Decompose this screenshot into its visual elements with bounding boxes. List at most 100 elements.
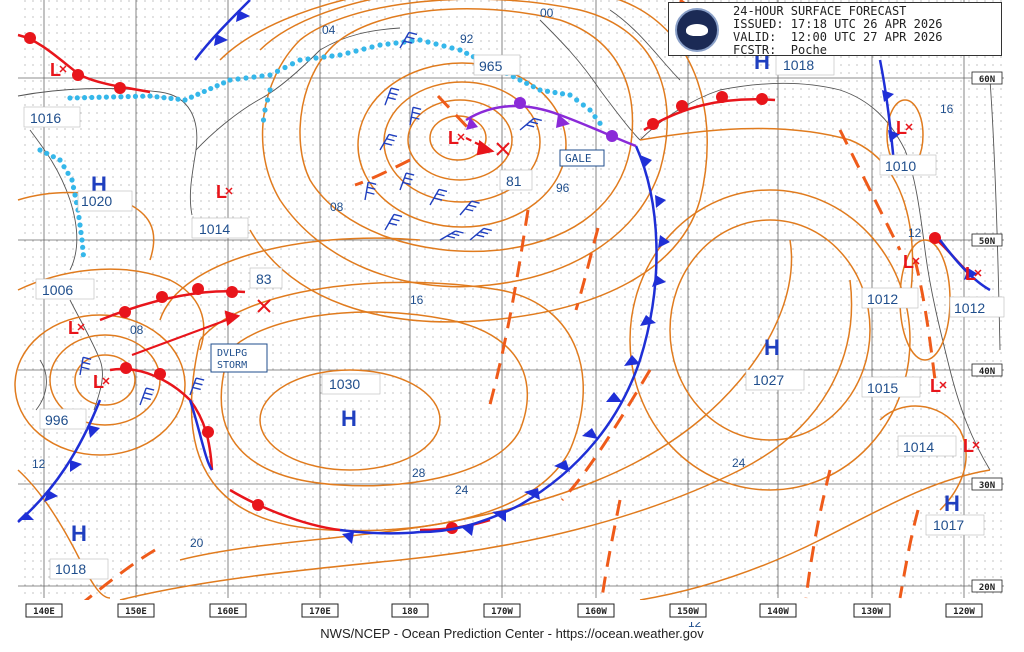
svg-text:04: 04	[322, 23, 336, 37]
high-pressure-value: 1018	[783, 57, 814, 73]
svg-text:L: L	[896, 118, 907, 138]
longitude-box	[391, 603, 429, 618]
footer-credit: NWS/NCEP - Ocean Prediction Center - htt…	[320, 626, 704, 641]
svg-text:24: 24	[455, 483, 469, 497]
longitude-box	[117, 603, 155, 618]
svg-text:00: 00	[540, 6, 554, 20]
cold-fronts	[17, 0, 991, 535]
svg-text:24: 24	[732, 456, 746, 470]
low-centers	[59, 65, 982, 449]
longitude-label: 160W	[585, 607, 607, 617]
pressure-boxes	[23, 54, 1005, 580]
svg-text:L: L	[50, 60, 61, 80]
cold-front-barbs	[18, 10, 978, 544]
latitude-box	[971, 71, 1003, 85]
future-positions	[257, 142, 510, 313]
high-pressure-value: 1017	[933, 517, 964, 533]
svg-text:L: L	[448, 128, 459, 148]
longitude-label: 150E	[125, 607, 147, 617]
high-pressure-value: 1027	[753, 372, 784, 388]
svg-text:16: 16	[940, 102, 954, 116]
warning-box	[210, 343, 268, 373]
svg-text:L: L	[216, 182, 227, 202]
low-pressure-value: 965	[479, 58, 503, 74]
header-title: 24-HOUR SURFACE FORECAST	[733, 4, 907, 18]
header-text: 24-HOUR SURFACE FORECAST ISSUED: 17:18 U…	[733, 5, 943, 57]
longitude-label: 120W	[953, 607, 975, 617]
longitude-box	[759, 603, 797, 618]
longitude-box	[577, 603, 615, 618]
storm-warning: DVLPG STORM	[217, 348, 247, 371]
svg-text:92: 92	[460, 32, 474, 46]
low-pressure-value: 1006	[42, 282, 73, 298]
coastlines	[17, 9, 1001, 471]
longitude-label: 160E	[217, 607, 239, 617]
occluded-front-symbols	[466, 97, 618, 142]
high-pressure-value: 1018	[55, 561, 86, 577]
forecast-header: 24-HOUR SURFACE FORECAST ISSUED: 17:18 U…	[668, 2, 1002, 57]
longitude-box	[483, 603, 521, 618]
longitude-label: 180	[402, 607, 418, 617]
low-pressure-value: 1016	[30, 110, 61, 126]
latitude-label: 20N	[979, 583, 995, 593]
gale-warning: GALE	[565, 152, 592, 165]
longitude-box	[209, 603, 247, 618]
low-pressure-value: 1014	[199, 221, 230, 237]
noaa-logo-icon	[675, 8, 719, 52]
high-symbol: H	[764, 335, 780, 360]
grid-dots	[18, 0, 1004, 598]
svg-text:L: L	[965, 264, 976, 284]
future-pressure-value: 81	[506, 173, 522, 189]
high-pressure-value: 1030	[329, 376, 360, 392]
storm-tracks	[131, 137, 495, 357]
latitude-box	[971, 579, 1003, 593]
longitude-box	[945, 603, 983, 618]
warm-front-bumps	[24, 32, 941, 534]
latitude-box	[971, 233, 1003, 247]
low-pressure-value: 996	[45, 412, 69, 428]
svg-text:12: 12	[32, 457, 46, 471]
high-symbol: H	[944, 491, 960, 516]
longitude-label: 170E	[309, 607, 331, 617]
svg-text:L: L	[903, 252, 914, 272]
svg-text:28: 28	[412, 466, 426, 480]
longitude-box	[853, 603, 891, 618]
low-pressure-value: 1015	[867, 380, 898, 396]
high-symbol: H	[71, 521, 87, 546]
header-issued: ISSUED: 17:18 UTC 26 APR 2026	[733, 17, 943, 31]
wind-barbs	[79, 31, 542, 406]
latitude-box	[971, 363, 1003, 377]
longitude-label: 170W	[491, 607, 513, 617]
low-symbols: L L L L L L L L L L	[50, 60, 976, 456]
ice-edge	[37, 37, 603, 258]
low-pressure-value: 1012	[867, 291, 898, 307]
latitude-label: 40N	[979, 367, 995, 377]
svg-text:L: L	[963, 436, 974, 456]
svg-text:08: 08	[130, 323, 144, 337]
longitude-label: 130W	[861, 607, 883, 617]
svg-text:08: 08	[330, 200, 344, 214]
latitude-label: 50N	[979, 237, 995, 247]
longitude-box	[669, 603, 707, 618]
future-pressure-value: 83	[256, 271, 272, 287]
header-valid: VALID: 12:00 UTC 27 APR 2026	[733, 30, 943, 44]
longitude-box	[301, 603, 339, 618]
high-pressure-value: 1020	[81, 193, 112, 209]
svg-text:L: L	[930, 376, 941, 396]
svg-text:L: L	[68, 318, 79, 338]
low-pressure-value: 1010	[885, 158, 916, 174]
isobars	[14, 0, 991, 601]
svg-text:L: L	[93, 372, 104, 392]
svg-text:96: 96	[556, 181, 570, 195]
low-pressure-value: 1014	[903, 439, 934, 455]
svg-text:16: 16	[410, 293, 424, 307]
svg-text:12: 12	[908, 226, 922, 240]
troughs	[79, 0, 937, 607]
latitude-label: 30N	[979, 481, 995, 491]
longitude-label: 140E	[33, 607, 55, 617]
longitude-label: 140W	[767, 607, 789, 617]
longitude-label: 150W	[677, 607, 699, 617]
latitude-box	[971, 477, 1003, 491]
high-symbol: H	[341, 406, 357, 431]
